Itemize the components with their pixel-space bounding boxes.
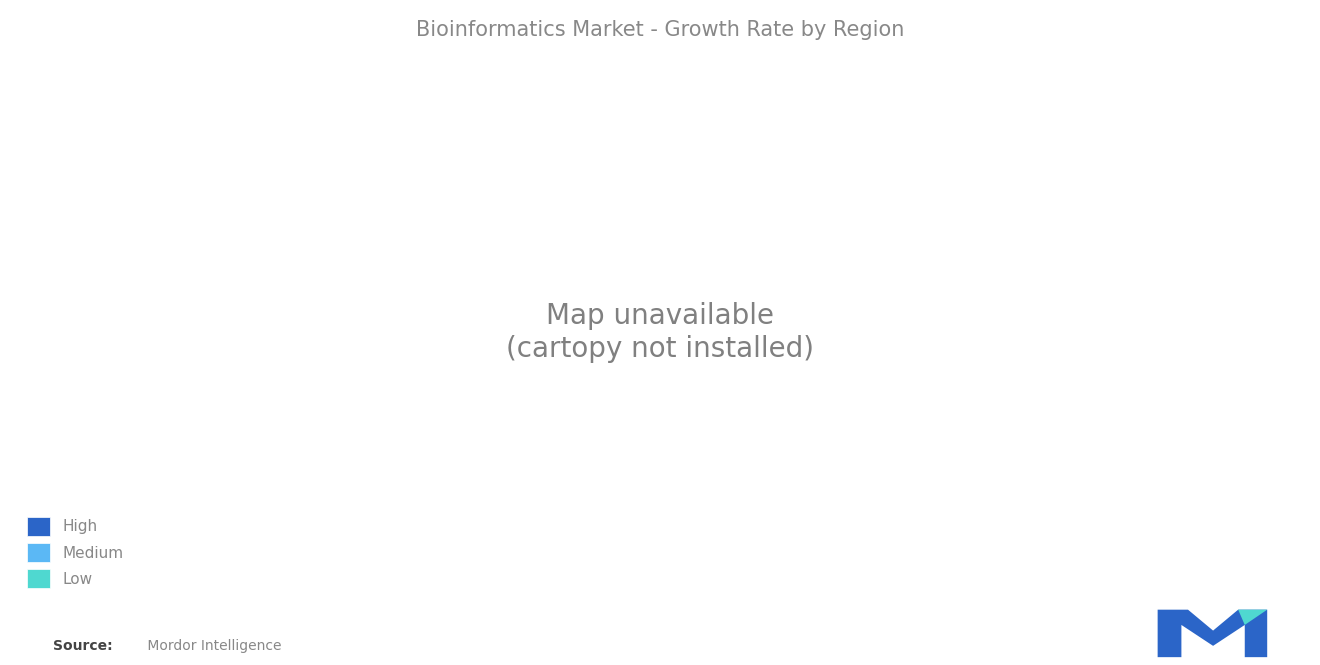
Text: Bioinformatics Market - Growth Rate by Region: Bioinformatics Market - Growth Rate by R… bbox=[416, 20, 904, 40]
Polygon shape bbox=[1238, 610, 1267, 625]
Legend: High, Medium, Low: High, Medium, Low bbox=[21, 511, 129, 595]
Text: Map unavailable
(cartopy not installed): Map unavailable (cartopy not installed) bbox=[506, 303, 814, 362]
Text: Source:: Source: bbox=[53, 639, 112, 654]
Polygon shape bbox=[1158, 610, 1267, 657]
Text: Mordor Intelligence: Mordor Intelligence bbox=[143, 639, 281, 654]
